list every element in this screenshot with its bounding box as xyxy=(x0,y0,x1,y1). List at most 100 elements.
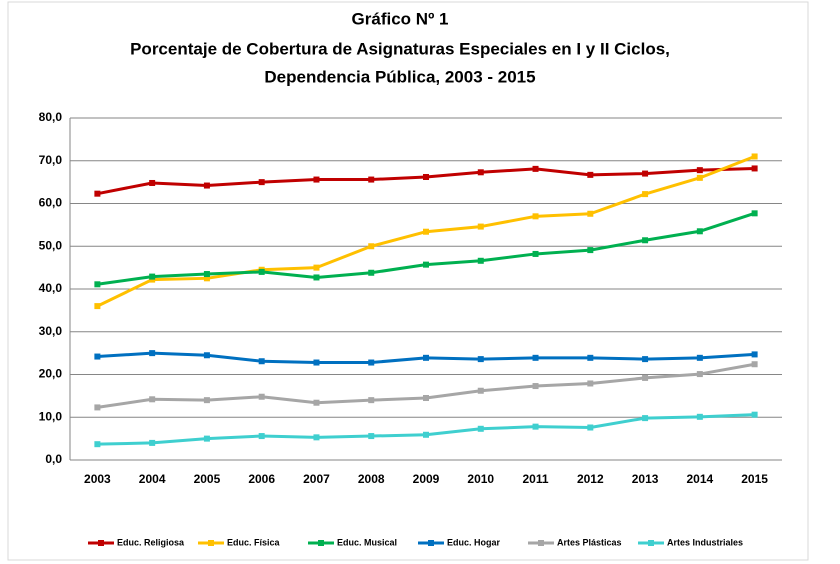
point-marker xyxy=(313,274,320,281)
point-marker xyxy=(423,395,429,402)
point-marker xyxy=(696,413,703,420)
legend-swatch-marker xyxy=(648,540,654,546)
legend-swatch-marker xyxy=(538,540,544,546)
chart-title: Gráfico Nº 1 xyxy=(352,9,449,28)
point-marker xyxy=(149,396,156,403)
point-marker xyxy=(149,439,156,446)
chart-subtitle: Porcentaje de Cobertura de Asignaturas E… xyxy=(130,39,670,58)
point-marker xyxy=(94,404,101,411)
point-marker xyxy=(751,361,758,368)
legend-swatch-marker xyxy=(208,540,214,546)
point-marker xyxy=(587,424,594,431)
y-tick-label: 40,0 xyxy=(39,281,63,295)
legend-label: Educ. Musical xyxy=(337,537,397,547)
x-tick-label: 2010 xyxy=(467,472,494,486)
legend-label: Artes Plásticas xyxy=(557,537,622,547)
point-marker xyxy=(423,431,429,438)
point-marker xyxy=(368,269,375,276)
point-marker xyxy=(368,243,375,250)
point-marker xyxy=(587,354,594,361)
legend-label: Educ. Física xyxy=(227,537,281,547)
point-marker xyxy=(642,170,649,177)
point-marker xyxy=(477,223,484,230)
x-tick-label: 2013 xyxy=(632,472,659,486)
point-marker xyxy=(642,374,649,381)
point-marker xyxy=(642,191,649,198)
point-marker xyxy=(532,423,539,430)
point-marker xyxy=(696,354,703,361)
point-marker xyxy=(149,273,156,280)
x-tick-label: 2011 xyxy=(523,472,549,486)
point-marker xyxy=(368,176,375,183)
y-tick-label: 50,0 xyxy=(39,238,63,252)
point-marker xyxy=(203,435,210,442)
legend-label: Artes Industriales xyxy=(667,537,743,547)
point-marker xyxy=(423,228,429,235)
point-marker xyxy=(696,174,703,181)
point-marker xyxy=(313,176,320,183)
x-tick-label: 2015 xyxy=(741,472,768,486)
point-marker xyxy=(696,228,703,235)
point-marker xyxy=(313,434,320,441)
point-marker xyxy=(696,371,703,378)
point-marker xyxy=(258,358,265,365)
point-marker xyxy=(532,383,539,390)
x-tick-label: 2004 xyxy=(139,472,166,486)
point-marker xyxy=(203,182,210,189)
chart-frame xyxy=(7,1,809,561)
x-tick-label: 2012 xyxy=(577,472,604,486)
point-marker xyxy=(532,165,539,172)
point-marker xyxy=(94,353,101,360)
point-marker xyxy=(203,397,210,404)
point-marker xyxy=(477,387,484,394)
point-marker xyxy=(313,264,320,271)
point-marker xyxy=(477,425,484,432)
y-tick-label: 10,0 xyxy=(39,409,63,423)
legend-swatch-marker xyxy=(98,540,104,546)
legend-swatch-marker xyxy=(318,540,324,546)
point-marker xyxy=(94,441,101,448)
y-tick-label: 70,0 xyxy=(39,153,63,167)
x-tick-label: 2006 xyxy=(248,472,275,486)
point-marker xyxy=(203,352,210,359)
y-tick-label: 60,0 xyxy=(39,196,63,210)
x-tick-label: 2014 xyxy=(686,472,713,486)
legend-label: Educ. Hogar xyxy=(447,537,501,547)
point-marker xyxy=(477,257,484,264)
point-marker xyxy=(423,354,429,361)
y-tick-label: 80,0 xyxy=(39,110,63,124)
chart-subtitle: Dependencia Pública, 2003 - 2015 xyxy=(264,67,535,86)
x-tick-label: 2007 xyxy=(303,472,330,486)
point-marker xyxy=(642,237,649,244)
point-marker xyxy=(642,415,649,422)
point-marker xyxy=(751,210,758,217)
point-marker xyxy=(203,275,210,282)
point-marker xyxy=(751,351,758,358)
point-marker xyxy=(751,411,758,418)
point-marker xyxy=(368,433,375,440)
x-tick-label: 2009 xyxy=(413,472,440,486)
x-tick-label: 2003 xyxy=(84,472,111,486)
point-marker xyxy=(751,165,758,172)
point-marker xyxy=(587,171,594,178)
point-marker xyxy=(203,271,210,278)
legend-label: Educ. Religiosa xyxy=(117,537,185,547)
point-marker xyxy=(313,399,320,406)
point-marker xyxy=(587,247,594,254)
legend-swatch-marker xyxy=(428,540,434,546)
point-marker xyxy=(258,268,265,275)
point-marker xyxy=(642,356,649,363)
point-marker xyxy=(368,397,375,404)
point-marker xyxy=(751,153,758,160)
point-marker xyxy=(423,261,429,268)
point-marker xyxy=(94,190,101,197)
point-marker xyxy=(368,359,375,366)
point-marker xyxy=(532,354,539,361)
y-tick-label: 20,0 xyxy=(39,367,63,381)
point-marker xyxy=(477,356,484,363)
point-marker xyxy=(696,167,703,174)
point-marker xyxy=(532,213,539,220)
point-marker xyxy=(258,433,265,440)
point-marker xyxy=(587,380,594,387)
